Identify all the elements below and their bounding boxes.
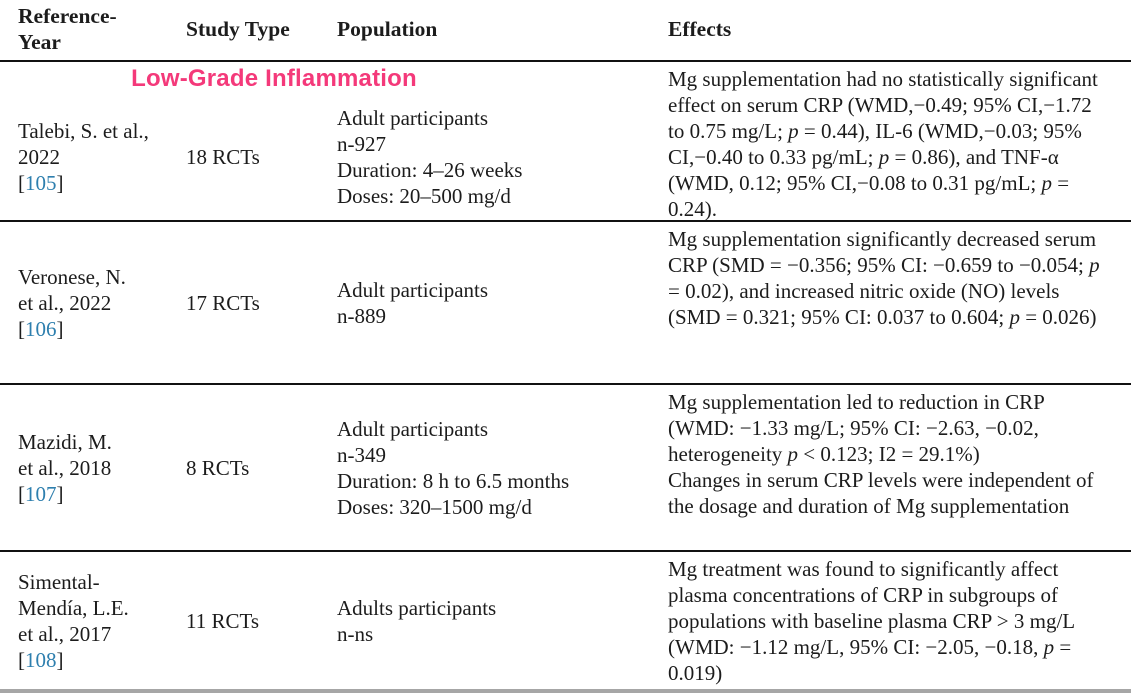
table-row: Simental- Mendía, L.E. et al., 2017 [108] 11… (0, 552, 1131, 693)
population-line: Adult participants (337, 277, 489, 302)
column-header-study-type: Study Type (186, 17, 290, 42)
population-cell: Adult participants n-927 Duration: 4–26 we… (337, 93, 668, 220)
population-line: n-927 (337, 131, 386, 156)
effects-paragraph: Mg supplementation significantly decreas… (668, 227, 1100, 329)
effects-cell: Mg supplementation significantly decreas… (668, 222, 1131, 383)
population-line: Adult participants (337, 105, 489, 130)
reference-line: 2022 (18, 144, 60, 169)
reference-cell: Veronese, N. et al., 2022 [106] (0, 222, 186, 383)
reference-line: et al., 2022 (18, 290, 112, 315)
population-line: n-ns (337, 621, 374, 646)
table-body: Low-Grade Inflammation Talebi, S. et al.,… (0, 62, 1131, 693)
effects-paragraph: Mg treatment was found to significantly … (668, 557, 1075, 685)
citation-link[interactable]: [108] (18, 647, 64, 672)
citation-link[interactable]: [106] (18, 316, 64, 341)
reference-cell: Simental- Mendía, L.E. et al., 2017 [108] (0, 552, 186, 689)
column-header-population: Population (337, 17, 438, 42)
column-header-reference-year: Reference-Year (0, 4, 186, 56)
reference-line: Simental- (18, 569, 100, 594)
population-cell: Adults participants n-ns (337, 552, 668, 689)
population-line: Adult participants (337, 416, 489, 441)
population-line: Doses: 320–1500 mg/d (337, 494, 532, 519)
citation-link[interactable]: [105] (18, 170, 64, 195)
effects-cell: Mg supplementation led to reduction in C… (668, 385, 1131, 550)
reference-line: Talebi, S. et al., (18, 118, 149, 143)
population-line: Duration: 4–26 weeks (337, 157, 523, 182)
population-line: n-349 (337, 442, 386, 467)
reference-cell: Talebi, S. et al., 2022 [105] (0, 93, 186, 220)
table-row: Low-Grade Inflammation Talebi, S. et al.,… (0, 62, 1131, 222)
study-type-cell: 8 RCTs (186, 455, 250, 480)
effects-paragraph: Mg supplementation had no statistically … (668, 67, 1098, 221)
study-type-cell: 18 RCTs (186, 144, 260, 169)
table-row: Veronese, N. et al., 2022 [106] 17 RCTs Adul… (0, 222, 1131, 385)
reference-line: Mazidi, M. (18, 429, 112, 454)
reference-line: Mendía, L.E. (18, 595, 129, 620)
population-line: Adults participants (337, 595, 497, 620)
reference-line: et al., 2017 (18, 621, 112, 646)
effects-cell: Mg supplementation had no statistically … (668, 62, 1131, 221)
study-type-cell: 17 RCTs (186, 290, 260, 315)
table-header-row: Reference-Year Study Type Population Eff… (0, 0, 1131, 62)
reference-line: et al., 2018 (18, 455, 112, 480)
table-row: Mazidi, M. et al., 2018 [107] 8 RCTs Adult p… (0, 385, 1131, 552)
population-cell: Adult participants n-349 Duration: 8 h to … (337, 385, 668, 550)
column-header-label: Reference-Year (18, 4, 117, 54)
reference-line: Veronese, N. (18, 264, 126, 289)
effects-cell: Mg treatment was found to significantly … (668, 552, 1131, 689)
population-line: Doses: 20–500 mg/d (337, 183, 511, 208)
effects-paragraph: Mg supplementation led to reduction in C… (668, 390, 1045, 466)
column-header-effects: Effects (668, 17, 732, 42)
section-heading-low-grade-inflammation: Low-Grade Inflammation (131, 65, 417, 92)
population-line: Duration: 8 h to 6.5 months (337, 468, 570, 493)
reference-cell: Mazidi, M. et al., 2018 [107] (0, 385, 186, 550)
population-cell: Adult participants n-889 (337, 222, 668, 383)
study-type-cell: 11 RCTs (186, 608, 260, 633)
citation-link[interactable]: [107] (18, 481, 64, 506)
effects-paragraph: Changes in serum CRP levels were indepen… (668, 468, 1094, 518)
population-line: n-889 (337, 303, 386, 328)
